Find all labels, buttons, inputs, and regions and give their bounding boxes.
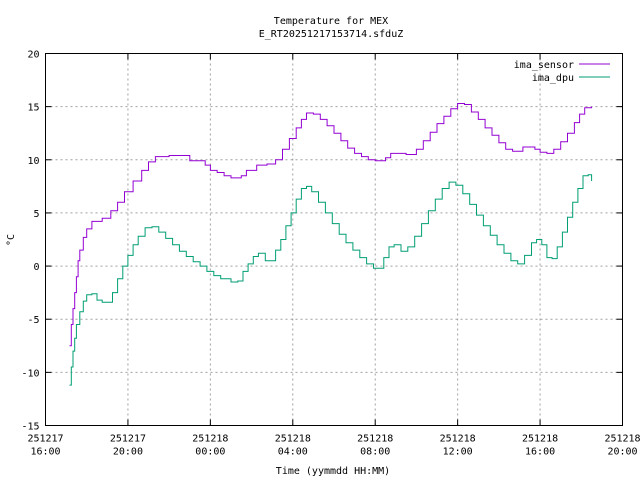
x-tick-date-label: 251217	[110, 434, 146, 445]
x-tick-date-label: 251218	[275, 434, 311, 445]
y-tick-label: 15	[27, 103, 39, 114]
y-tick-label: 10	[27, 156, 39, 167]
x-tick-time-label: 16:00	[525, 447, 555, 458]
x-tick-date-label: 251217	[27, 434, 63, 445]
x-tick-date-label: 251218	[440, 434, 476, 445]
y-tick-label: 5	[33, 209, 39, 220]
grid-lines	[45, 53, 623, 426]
y-tick-label: 0	[33, 262, 39, 273]
series-line-ima_dpu	[69, 174, 593, 386]
x-tick-time-label: 16:00	[30, 447, 60, 458]
data-series	[69, 103, 593, 386]
legend-label-ima_sensor: ima_sensor	[514, 60, 574, 71]
series-line-ima_sensor	[69, 103, 593, 347]
y-tick-label: -10	[21, 368, 39, 379]
y-axis-label: °C	[6, 234, 17, 246]
x-tick-date-label: 251218	[522, 434, 558, 445]
x-axis-ticks: 251217 16:00 251217 20:00 251218 00:00 251218 0…	[27, 53, 640, 458]
x-axis-label: Time (yymmdd HH:MM)	[276, 466, 390, 477]
x-tick-date-label: 251218	[357, 434, 393, 445]
x-tick-date-label: 251218	[604, 434, 640, 445]
x-tick-date-label: 251218	[192, 434, 228, 445]
y-tick-label: -5	[27, 315, 39, 326]
x-tick-time-label: 04:00	[278, 447, 308, 458]
plot-frame	[45, 53, 623, 426]
chart-title-line-1: Temperature for MEX	[274, 16, 388, 27]
x-tick-time-label: 00:00	[195, 447, 225, 458]
legend: ima_sensor ima_dpu	[514, 60, 610, 84]
y-tick-label: 20	[27, 50, 39, 61]
x-tick-time-label: 12:00	[443, 447, 473, 458]
x-tick-time-label: 08:00	[360, 447, 390, 458]
chart-title-line-2: E_RT20251217153714.sfduZ	[259, 29, 404, 40]
legend-label-ima_dpu: ima_dpu	[532, 73, 574, 84]
x-tick-time-label: 20:00	[113, 447, 143, 458]
y-tick-label: -15	[21, 422, 39, 433]
x-tick-time-label: 20:00	[607, 447, 637, 458]
